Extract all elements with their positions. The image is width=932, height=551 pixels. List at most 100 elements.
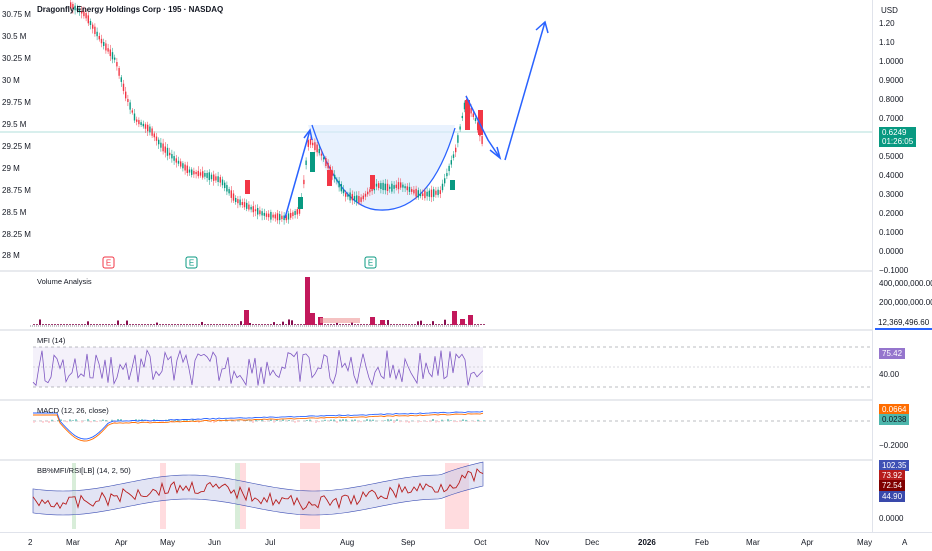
volume-bar — [63, 324, 65, 325]
macd-bar — [372, 420, 374, 421]
time-label: Oct — [474, 538, 486, 547]
macd-bar — [393, 421, 395, 423]
volume-bar — [135, 324, 137, 325]
volume-bar — [315, 324, 317, 325]
volume-current-tag: 12,369,496.60 — [875, 317, 932, 330]
volume-bar — [60, 324, 62, 325]
volume-bar — [441, 324, 443, 325]
volume-bar — [357, 324, 359, 325]
volume-bar — [396, 324, 398, 325]
last-price-tag[interactable]: 0.6249 01:26:05 — [879, 127, 916, 147]
mfi-pane-title[interactable]: MFI (14) — [37, 336, 65, 345]
volume-bar — [255, 324, 257, 325]
volume-bar — [375, 324, 377, 325]
volume-bar — [54, 324, 56, 325]
volume-bar — [426, 324, 428, 325]
volume-bar — [305, 277, 310, 325]
time-label: Dec — [585, 538, 599, 547]
price-label: 0.0000 — [879, 247, 903, 256]
macd-bar — [186, 420, 188, 421]
bb-value-tag: 72.54 — [879, 480, 905, 491]
volume-bar — [138, 324, 140, 325]
last-price: 0.6249 — [882, 128, 913, 137]
volume-bar — [420, 321, 422, 325]
time-label: Jul — [265, 538, 275, 547]
price-label: 0.9000 — [879, 76, 903, 85]
macd-bar — [429, 421, 431, 422]
volume-bar — [84, 324, 86, 325]
volume-bar — [51, 324, 53, 325]
volume-bar — [177, 324, 179, 325]
bar-countdown: 01:26:05 — [882, 137, 913, 146]
volume-pane-title[interactable]: Volume Analysis — [37, 277, 92, 286]
macd-bar — [459, 421, 461, 422]
macd-bar — [399, 421, 401, 422]
volume-bar — [207, 324, 209, 325]
volume-bar — [228, 324, 230, 325]
macd-bar — [408, 421, 410, 423]
left-label: 30.75 M — [2, 10, 31, 19]
macd-bar — [336, 421, 338, 423]
currency-label[interactable]: USD — [881, 6, 898, 15]
price-scale[interactable]: USD 1.20 1.10 1.0000 0.9000 0.8000 0.700… — [872, 0, 932, 532]
macd-pane-title[interactable]: MACD (12, 26, close) — [37, 406, 109, 415]
volume-label: 400,000,000.00 — [879, 279, 932, 288]
bb-pane-title[interactable]: BB%MFI/RSI[LB] (14, 2, 50) — [37, 466, 131, 475]
macd-bar — [105, 420, 107, 421]
svg-text:E: E — [368, 259, 373, 268]
volume-bar — [348, 324, 350, 325]
volume-bar — [129, 324, 131, 325]
left-label: 30.5 M — [2, 32, 26, 41]
volume-bar — [168, 324, 170, 325]
volume-bar — [249, 323, 251, 325]
candle — [298, 197, 303, 209]
macd-level-label: −0.2000 — [879, 441, 908, 450]
volume-bar — [423, 324, 425, 325]
macd-bar — [270, 420, 272, 421]
price-label: 0.5000 — [879, 152, 903, 161]
volume-bar — [126, 321, 128, 325]
volume-bar — [120, 324, 122, 325]
symbol-title[interactable]: Dragonfly Energy Holdings Corp · 195 · N… — [37, 5, 223, 14]
volume-bar — [144, 324, 146, 325]
macd-bar — [42, 421, 44, 423]
volume-bar — [39, 319, 41, 325]
macd-bar — [315, 421, 317, 423]
volume-bar — [465, 324, 467, 325]
macd-bar — [387, 419, 389, 421]
volume-bar — [399, 324, 401, 325]
volume-bar — [294, 324, 296, 325]
macd-bar — [48, 421, 50, 423]
macd-bar — [324, 420, 326, 421]
volume-bar — [117, 320, 119, 325]
time-label: Sep — [401, 538, 415, 547]
chart-canvas[interactable]: E E E — [0, 0, 872, 532]
time-label: Apr — [801, 538, 813, 547]
macd-bar — [465, 420, 467, 421]
macd-bar — [456, 421, 458, 422]
volume-bar — [279, 324, 281, 325]
volume-bar — [244, 310, 249, 325]
earnings-markers: E E E — [103, 257, 376, 268]
macd-bar — [213, 421, 215, 423]
time-axis[interactable]: 2 Mar Apr May Jun Jul Aug Sep Oct Nov De… — [0, 532, 932, 551]
volume-bar — [444, 320, 446, 325]
left-label: 30.25 M — [2, 54, 31, 63]
volume-bar — [165, 324, 167, 325]
macd-bar — [66, 421, 68, 422]
macd-bar — [384, 420, 386, 421]
volume-label: 200,000,000.00 — [879, 298, 932, 307]
volume-bar — [147, 324, 149, 325]
volume-bar — [192, 324, 194, 325]
macd-bar — [453, 421, 455, 422]
volume-bar — [429, 324, 431, 325]
volume-bar — [303, 324, 305, 325]
macd-bar — [159, 421, 161, 422]
price-label: 0.7000 — [879, 114, 903, 123]
macd-bar — [477, 420, 479, 421]
candle — [310, 152, 315, 172]
left-label: 28.25 M — [2, 230, 31, 239]
volume-bar — [435, 324, 437, 325]
macd-bar — [339, 420, 341, 421]
macd-bar — [237, 420, 239, 421]
